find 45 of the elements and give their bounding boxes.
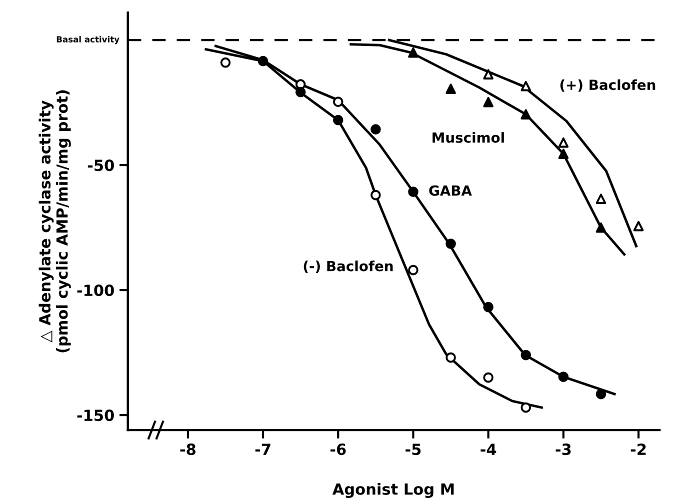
point xyxy=(408,186,418,197)
point xyxy=(483,96,494,108)
series-label: Muscimol xyxy=(432,132,504,143)
series-label: (-) Baclofen xyxy=(304,260,393,273)
point xyxy=(370,190,381,200)
x-tick-label: -7 xyxy=(255,444,270,455)
x-tick-label: -8 xyxy=(180,444,196,456)
point xyxy=(332,114,344,126)
y-axis-title: △ Adenylate cyclase activity (pmol cyclic AMP/min/mg prot) xyxy=(38,90,71,352)
point xyxy=(520,109,532,120)
point xyxy=(408,47,418,58)
text: (+) Baclofen xyxy=(560,79,656,92)
point xyxy=(558,372,569,382)
x-tick-label: -4 xyxy=(480,444,496,455)
point xyxy=(446,352,456,363)
point xyxy=(408,264,418,276)
x-tick-label: -6 xyxy=(330,444,346,456)
y-tick-label: -50 xyxy=(88,160,114,172)
x-axis-title: Agonist Log M xyxy=(332,483,454,498)
point xyxy=(483,69,494,80)
point xyxy=(220,57,231,68)
point xyxy=(596,388,606,400)
x-tick-label: -5 xyxy=(406,444,421,456)
y-tick-label: -150 xyxy=(77,410,114,422)
point xyxy=(258,56,268,66)
point xyxy=(483,302,494,312)
y-tick-label: -100 xyxy=(77,284,114,296)
point xyxy=(483,372,494,383)
ref-line-label: Basal activity xyxy=(56,36,120,44)
series-label: GABA xyxy=(429,185,472,196)
x-tick-label: -2 xyxy=(630,444,646,455)
point xyxy=(295,86,306,98)
point xyxy=(520,402,532,413)
point xyxy=(520,350,532,360)
point xyxy=(596,222,606,233)
point xyxy=(332,96,344,107)
point xyxy=(520,80,532,92)
point xyxy=(558,148,569,159)
point xyxy=(558,137,569,148)
point xyxy=(596,194,606,204)
x-tick-label: -3 xyxy=(556,444,571,456)
point xyxy=(370,124,381,134)
point xyxy=(446,238,456,249)
point xyxy=(633,220,644,232)
point xyxy=(446,84,456,94)
